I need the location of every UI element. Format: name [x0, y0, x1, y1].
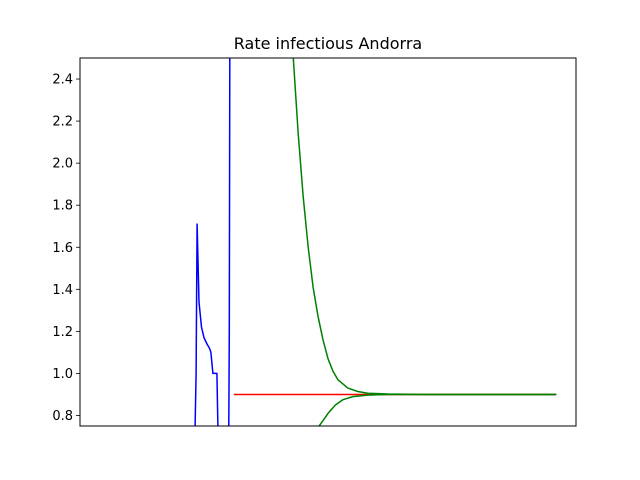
y-tick-label: 1.0 — [52, 367, 73, 382]
y-tick-label: 2.0 — [52, 157, 73, 172]
plot-area — [80, 58, 576, 426]
y-tick-label: 2.2 — [52, 115, 73, 130]
chart-title: Rate infectious Andorra — [234, 34, 422, 53]
y-tick-label: 0.8 — [52, 409, 73, 424]
series-2-line-0 — [292, 58, 557, 396]
y-axis: 0.8 1.0 1.2 1.4 1.6 1.8 2.0 2.2 2.4 — [52, 73, 80, 424]
y-tick-label: 1.6 — [52, 241, 73, 256]
y-tick-label: 1.2 — [52, 325, 73, 340]
y-tick-label: 1.4 — [52, 283, 73, 298]
series-0-line-1 — [228, 58, 231, 426]
series-2-line-1 — [318, 393, 557, 426]
y-tick-label: 2.4 — [52, 73, 73, 88]
plot-frame — [79, 57, 577, 427]
y-tick-label: 1.8 — [52, 199, 73, 214]
series-lines — [194, 58, 557, 426]
series-0-line-0 — [194, 223, 219, 426]
